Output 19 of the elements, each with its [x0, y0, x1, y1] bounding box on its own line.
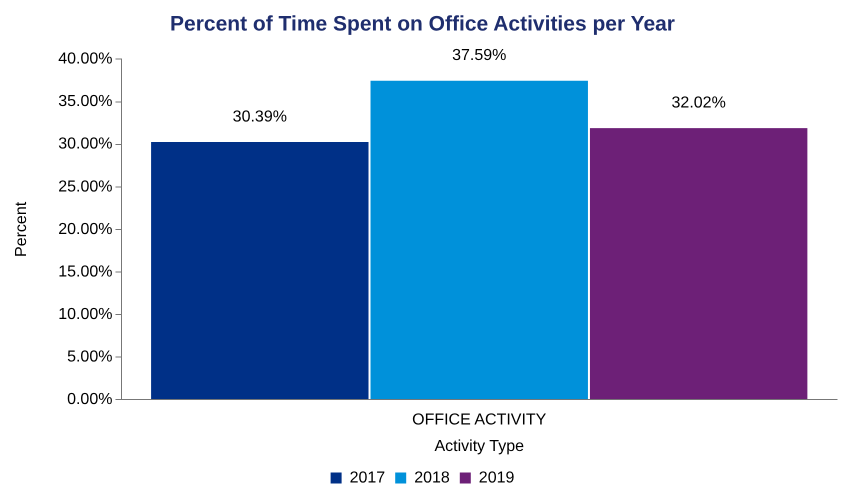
y-tick-label: 15.00% — [58, 263, 112, 280]
y-axis-title: Percent — [13, 201, 30, 257]
y-tick-label: 25.00% — [58, 178, 112, 196]
legend-label: 2017 — [350, 469, 386, 486]
legend-label: 2018 — [414, 469, 450, 486]
y-tick-label: 5.00% — [67, 348, 112, 366]
y-tick-label: 30.00% — [58, 136, 112, 153]
chart-title: Percent of Time Spent on Office Activities per Year — [170, 12, 675, 36]
y-tick-label: 40.00% — [58, 50, 112, 68]
y-tick-label: 10.00% — [58, 306, 112, 323]
data-label: 30.39% — [232, 108, 287, 126]
legend-label: 2019 — [478, 469, 514, 486]
x-axis-title: Activity Type — [434, 438, 524, 455]
y-tick-label: 20.00% — [58, 220, 112, 238]
y-tick-label: 35.00% — [58, 93, 112, 110]
y-tick-label: 0.00% — [67, 391, 112, 408]
data-label: 32.02% — [672, 94, 726, 112]
x-tick-label: OFFICE ACTIVITY — [412, 412, 547, 429]
data-label: 37.59% — [452, 47, 506, 64]
